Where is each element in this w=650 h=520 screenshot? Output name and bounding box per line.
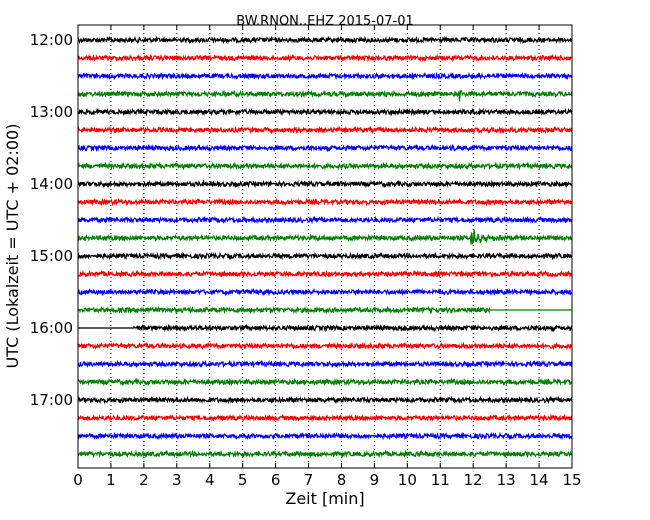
x-axis-label: Zeit [min] (285, 489, 364, 508)
plot-frame (77, 24, 573, 469)
x-tick-label: 7 (304, 471, 314, 489)
y-axis-label: UTC (Lokalzeit = UTC + 02:00) (3, 124, 22, 369)
x-tick-label: 4 (205, 471, 215, 489)
x-tick-label: 15 (562, 471, 581, 489)
trace-1200 (77, 35, 573, 45)
seismogram-traces (77, 35, 573, 459)
trace-1215 (77, 53, 573, 63)
trace-1530 (77, 287, 573, 297)
trace-1315 (77, 125, 573, 135)
x-axis-ticks: 0 1 2 3 4 5 6 7 8 9 10 11 12 13 14 15 (73, 25, 582, 489)
x-tick-label: 11 (431, 471, 450, 489)
trace-1300 (77, 107, 573, 117)
trace-1700 (77, 395, 573, 405)
trace-1645 (77, 377, 573, 387)
trace-1230 (77, 71, 573, 81)
x-tick-label: 8 (337, 471, 347, 489)
trace-1545 (77, 305, 572, 315)
trace-1445 (77, 229, 573, 245)
y-tick-label: 16:00 (30, 319, 73, 337)
trace-1400 (77, 179, 573, 189)
trace-1715 (77, 413, 573, 423)
trace-1330 (77, 143, 573, 153)
x-tick-label: 2 (139, 471, 149, 489)
x-tick-label: 10 (398, 471, 417, 489)
x-tick-label: 12 (464, 471, 483, 489)
y-tick-label: 14:00 (30, 175, 73, 193)
x-tick-label: 13 (497, 471, 516, 489)
x-tick-label: 14 (530, 471, 549, 489)
trace-1615 (77, 341, 573, 351)
plot-area (78, 25, 572, 468)
x-tick-label: 1 (106, 471, 116, 489)
x-tick-label: 6 (271, 471, 281, 489)
trace-1600 (78, 323, 573, 333)
x-tick-label: 9 (370, 471, 380, 489)
trace-1500 (77, 251, 573, 261)
trace-1415 (77, 197, 573, 207)
trace-1245 (77, 89, 573, 102)
x-tick-label: 5 (238, 471, 248, 489)
trace-1430 (77, 215, 573, 225)
y-tick-label: 13:00 (30, 103, 73, 121)
x-tick-label: 0 (73, 471, 83, 489)
trace-1730 (77, 431, 573, 441)
trace-1345 (77, 161, 573, 171)
y-axis-ticks: 12:00 13:00 14:00 15:00 16:00 17:00 (30, 31, 572, 409)
trace-1745 (77, 449, 573, 459)
y-tick-label: 17:00 (30, 391, 73, 409)
x-tick-label: 3 (172, 471, 182, 489)
y-tick-label: 12:00 (30, 31, 73, 49)
trace-1515 (77, 269, 573, 279)
y-tick-label: 15:00 (30, 247, 73, 265)
trace-1630 (77, 359, 573, 369)
